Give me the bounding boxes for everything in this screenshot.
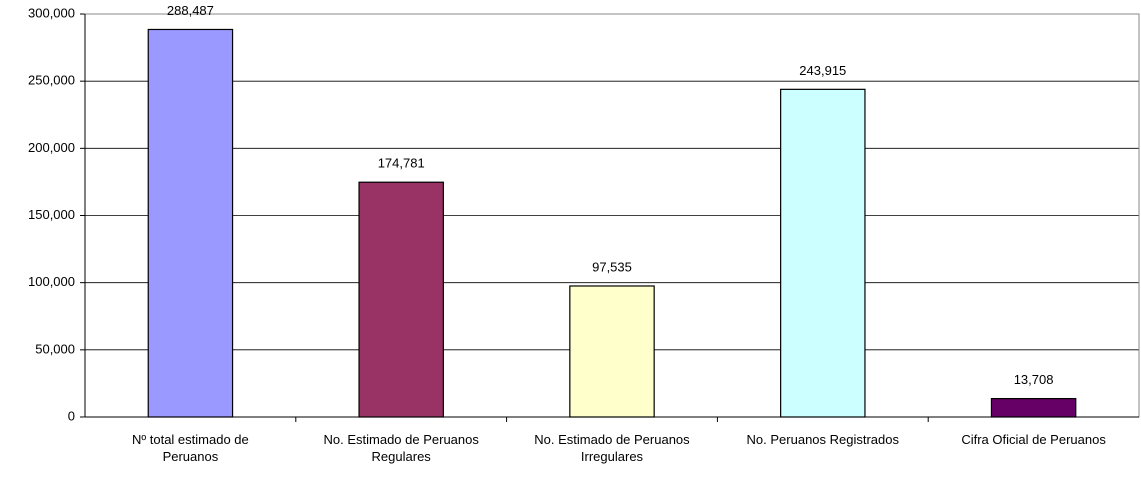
- x-tick-label: Nº total estimado de Peruanos: [132, 432, 249, 464]
- y-tick-label: 100,000: [28, 274, 75, 289]
- bar: [147, 28, 234, 418]
- y-tick-label: 150,000: [28, 207, 75, 222]
- data-label: 97,535: [592, 259, 632, 274]
- data-label: 174,781: [378, 156, 425, 171]
- y-tick-label: 0: [68, 408, 75, 423]
- x-tick-label: No. Estimado de Peruanos Irregulares: [534, 432, 690, 464]
- y-tick-label: 200,000: [28, 140, 75, 155]
- x-tick-label: No. Estimado de Peruanos Regulares: [323, 432, 479, 464]
- bar: [569, 285, 655, 418]
- bar: [358, 181, 444, 418]
- y-tick-label: 250,000: [28, 73, 75, 88]
- x-tick-label: Cifra Oficial de Peruanos: [961, 432, 1106, 447]
- data-label: 243,915: [799, 63, 846, 78]
- x-tick-label: No. Peruanos Registrados: [746, 432, 900, 447]
- bar: [990, 397, 1077, 418]
- y-tick-label: 300,000: [28, 5, 75, 20]
- y-tick-label: 50,000: [35, 341, 75, 356]
- bar: [780, 88, 866, 418]
- data-label: 288,487: [167, 3, 214, 18]
- data-label: 13,708: [1014, 372, 1054, 387]
